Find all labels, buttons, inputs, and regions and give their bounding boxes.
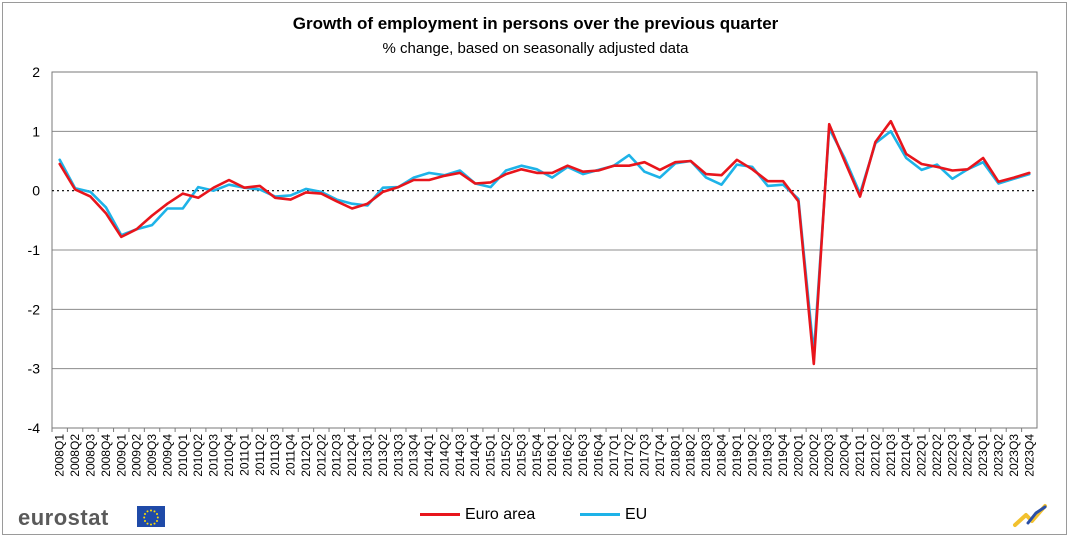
series-line-euro-area [58, 119, 1031, 366]
x-tick-label-2017Q1: 2017Q1 [607, 434, 621, 477]
x-tick-label-2020Q1: 2020Q1 [791, 434, 805, 477]
x-tick-label-2014Q2: 2014Q2 [437, 434, 451, 477]
y-tick-label-1: 1 [32, 123, 40, 139]
x-tick-label-2018Q3: 2018Q3 [699, 434, 713, 477]
eurostat-logo-text: eurostat [18, 505, 109, 530]
x-tick-label-2011Q3: 2011Q3 [268, 434, 282, 476]
x-tick-label-2015Q1: 2015Q1 [484, 434, 498, 477]
legend-label-euro-area: Euro area [465, 506, 536, 523]
legend-swatch-euro-area [420, 513, 460, 517]
corner-logo-icon [1012, 503, 1048, 534]
x-tick-label-2015Q2: 2015Q2 [499, 434, 513, 477]
x-tick-label-2012Q4: 2012Q4 [345, 434, 359, 477]
x-tick-label-2019Q3: 2019Q3 [761, 434, 775, 477]
x-tick-label-2020Q3: 2020Q3 [822, 434, 836, 477]
x-tick-label-2011Q2: 2011Q2 [253, 434, 267, 476]
x-tick-label-2010Q1: 2010Q1 [176, 434, 190, 477]
x-tick-label-2013Q1: 2013Q1 [361, 434, 375, 477]
x-tick-label-2013Q4: 2013Q4 [407, 434, 421, 477]
x-tick-label-2015Q4: 2015Q4 [530, 434, 544, 477]
x-tick-label-2022Q1: 2022Q1 [915, 434, 929, 477]
x-tick-label-2019Q1: 2019Q1 [730, 434, 744, 477]
x-tick-label-2008Q2: 2008Q2 [68, 434, 82, 477]
x-tick-label-2009Q3: 2009Q3 [145, 434, 159, 477]
eurostat-logo: eurostat [18, 505, 109, 531]
legend-item-euro-area: Euro area [420, 506, 535, 524]
legend-swatch-eu [580, 513, 620, 517]
x-tick-label-2023Q1: 2023Q1 [976, 434, 990, 477]
x-tick-label-2013Q2: 2013Q2 [376, 434, 390, 477]
legend-item-eu: EU [580, 506, 647, 524]
x-tick-label-2022Q2: 2022Q2 [930, 434, 944, 477]
x-tick-label-2012Q2: 2012Q2 [314, 434, 328, 477]
y-tick-label--2: -2 [28, 301, 41, 317]
x-tick-label-2011Q4: 2011Q4 [284, 434, 298, 476]
chart-title: Growth of employment in persons over the… [292, 14, 779, 33]
x-tick-label-2014Q1: 2014Q1 [422, 434, 436, 477]
x-tick-label-2009Q1: 2009Q1 [114, 434, 128, 477]
x-tick-label-2018Q2: 2018Q2 [684, 434, 698, 477]
x-tick-label-2021Q4: 2021Q4 [899, 434, 913, 477]
x-tick-label-2022Q4: 2022Q4 [961, 434, 975, 477]
chart-subtitle: % change, based on seasonally adjusted d… [382, 40, 689, 57]
x-tick-label-2020Q4: 2020Q4 [838, 434, 852, 477]
x-tick-label-2009Q2: 2009Q2 [130, 434, 144, 477]
y-tick-label--4: -4 [28, 420, 41, 436]
eu-flag-icon [137, 506, 165, 527]
x-tick-label-2021Q2: 2021Q2 [868, 434, 882, 477]
x-tick-label-2018Q4: 2018Q4 [714, 434, 728, 477]
x-tick-label-2022Q3: 2022Q3 [945, 434, 959, 477]
x-tick-label-2016Q3: 2016Q3 [576, 434, 590, 477]
x-tick-label-2011Q1: 2011Q1 [237, 434, 251, 476]
x-tick-label-2016Q2: 2016Q2 [561, 434, 575, 477]
series-line-eu [58, 127, 1031, 356]
x-tick-label-2021Q3: 2021Q3 [884, 434, 898, 477]
x-tick-label-2016Q1: 2016Q1 [545, 434, 559, 477]
x-tick-label-2023Q2: 2023Q2 [992, 434, 1006, 477]
x-tick-label-2010Q4: 2010Q4 [222, 434, 236, 477]
x-tick-label-2014Q4: 2014Q4 [468, 434, 482, 477]
x-tick-label-2008Q4: 2008Q4 [99, 434, 113, 477]
y-tick-label--3: -3 [28, 361, 41, 377]
x-tick-label-2017Q4: 2017Q4 [653, 434, 667, 477]
legend-label-eu: EU [625, 506, 648, 523]
y-tick-label--1: -1 [28, 242, 41, 258]
x-tick-label-2010Q2: 2010Q2 [191, 434, 205, 477]
x-tick-label-2018Q1: 2018Q1 [668, 434, 682, 477]
x-tick-label-2014Q3: 2014Q3 [453, 434, 467, 477]
x-tick-label-2023Q3: 2023Q3 [1007, 434, 1021, 477]
x-tick-label-2015Q3: 2015Q3 [514, 434, 528, 477]
x-tick-label-2017Q2: 2017Q2 [622, 434, 636, 477]
y-tick-label-2: 2 [32, 64, 40, 80]
x-tick-label-2017Q3: 2017Q3 [638, 434, 652, 477]
x-tick-label-2010Q3: 2010Q3 [207, 434, 221, 477]
x-tick-label-2019Q2: 2019Q2 [745, 434, 759, 477]
x-tick-label-2019Q4: 2019Q4 [776, 434, 790, 477]
x-tick-label-2016Q4: 2016Q4 [591, 434, 605, 477]
x-tick-label-2008Q1: 2008Q1 [53, 434, 67, 477]
x-tick-label-2012Q1: 2012Q1 [299, 434, 313, 477]
x-tick-label-2020Q2: 2020Q2 [807, 434, 821, 477]
x-tick-label-2023Q4: 2023Q4 [1022, 434, 1036, 477]
x-tick-label-2012Q3: 2012Q3 [330, 434, 344, 477]
x-tick-label-2021Q1: 2021Q1 [853, 434, 867, 477]
y-tick-label-0: 0 [32, 183, 40, 199]
x-tick-label-2013Q3: 2013Q3 [391, 434, 405, 477]
x-tick-label-2008Q3: 2008Q3 [83, 434, 97, 477]
x-tick-label-2009Q4: 2009Q4 [160, 434, 174, 477]
